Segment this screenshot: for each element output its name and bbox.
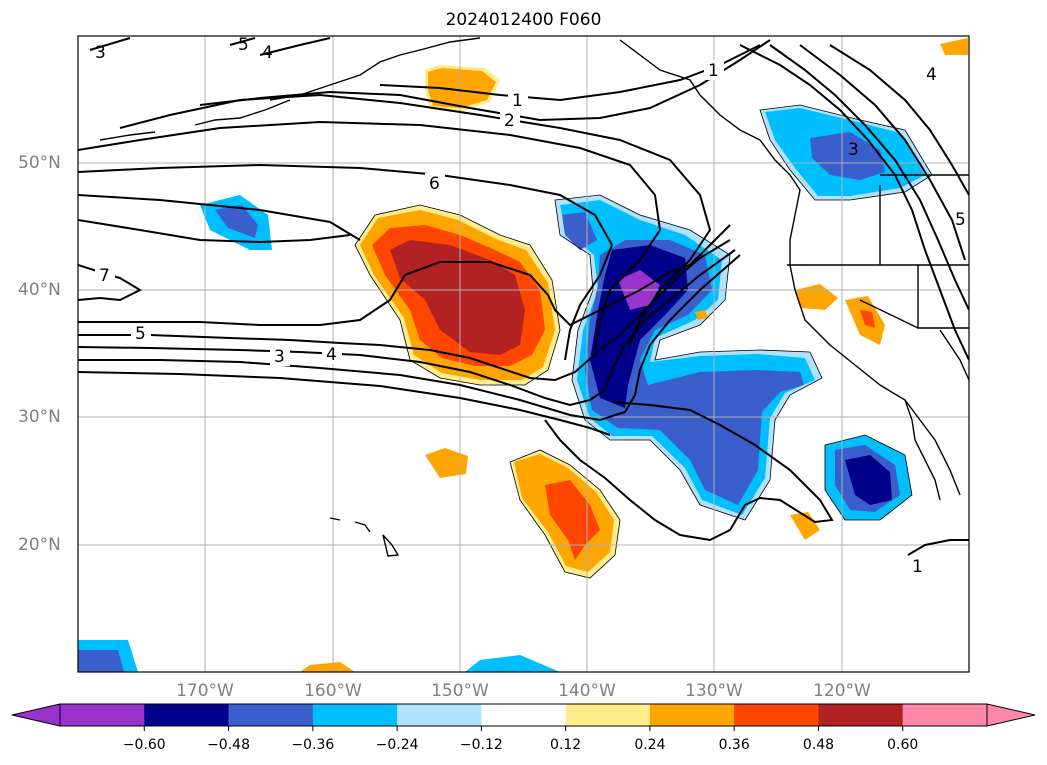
lon-label-170w: 170°W bbox=[176, 681, 234, 701]
negative-anomaly-fill bbox=[78, 105, 932, 672]
contour-label: 5 bbox=[955, 210, 966, 230]
colorbar-segment bbox=[818, 704, 904, 726]
colorbar-tick-label: −0.12 bbox=[459, 737, 503, 753]
colorbar-segment bbox=[60, 704, 145, 726]
colorbar-tick-label: −0.24 bbox=[375, 737, 419, 753]
positive-anomaly-fill bbox=[300, 38, 968, 672]
contour-label: 2 bbox=[504, 111, 515, 131]
contour-label: 4 bbox=[926, 65, 937, 85]
colorbar-frame bbox=[59, 703, 988, 727]
lat-label-40n: 40°N bbox=[18, 280, 61, 300]
colorbar-segment bbox=[565, 704, 651, 726]
contour-label: 3 bbox=[95, 43, 106, 63]
colorbar-tick-label: −0.60 bbox=[122, 737, 166, 753]
anomaly-outlines bbox=[354, 104, 933, 579]
colorbar-segment bbox=[397, 704, 482, 726]
gridlines bbox=[78, 36, 969, 672]
lat-label-50n: 50°N bbox=[18, 153, 61, 173]
contour-label: 3 bbox=[274, 347, 285, 367]
lon-label-120w: 120°W bbox=[813, 681, 871, 701]
colorbar-segment bbox=[481, 704, 567, 726]
contour-label: 3 bbox=[848, 140, 859, 160]
lon-label-140w: 140°W bbox=[558, 681, 616, 701]
colorbar-tick-label: 0.12 bbox=[550, 737, 582, 753]
lat-label-20n: 20°N bbox=[18, 535, 61, 555]
map-frame bbox=[77, 35, 970, 673]
colorbar-segment bbox=[144, 704, 230, 726]
map-area: 1 1 2 3 4 5 6 7 3 4 5 4 3 5 1 bbox=[78, 35, 969, 672]
contour-label: 4 bbox=[262, 43, 273, 63]
contour-label: 1 bbox=[912, 557, 923, 577]
map-title: 2024012400 F060 bbox=[445, 10, 602, 30]
colorbar-segment bbox=[902, 704, 988, 726]
lon-label-150w: 150°W bbox=[431, 681, 489, 701]
colorbar-tick-label: 0.24 bbox=[634, 737, 666, 753]
lon-label-160w: 160°W bbox=[304, 681, 362, 701]
contour-labels: 1 1 2 3 4 5 6 7 3 4 5 4 3 5 1 bbox=[95, 35, 966, 577]
contour-label: 1 bbox=[512, 91, 523, 111]
colorbar-max-extend bbox=[986, 703, 1036, 727]
contour-label: 1 bbox=[708, 61, 719, 81]
colorbar-tick-label: 0.36 bbox=[718, 737, 750, 753]
contour-label: 4 bbox=[326, 345, 337, 365]
colorbar-segment bbox=[228, 704, 314, 726]
colorbar-segment bbox=[649, 704, 735, 726]
contour-label: 5 bbox=[238, 35, 249, 55]
contour-label: 5 bbox=[135, 324, 146, 344]
colorbar bbox=[11, 703, 1036, 731]
colorbar-tick-label: 0.60 bbox=[887, 737, 919, 753]
colorbar-tick-label: −0.48 bbox=[207, 737, 250, 753]
colorbar-tick-label: 0.48 bbox=[802, 737, 835, 753]
colorbar-segment bbox=[312, 704, 398, 726]
lat-label-30n: 30°N bbox=[18, 407, 61, 427]
lon-label-130w: 130°W bbox=[685, 681, 743, 701]
colorbar-min-extend bbox=[11, 703, 61, 727]
colorbar-segment bbox=[734, 704, 819, 726]
contour-label: 7 bbox=[99, 266, 110, 286]
colorbar-tick-label: −0.36 bbox=[291, 737, 335, 753]
coastlines bbox=[99, 37, 969, 557]
contour-label: 6 bbox=[429, 174, 440, 194]
